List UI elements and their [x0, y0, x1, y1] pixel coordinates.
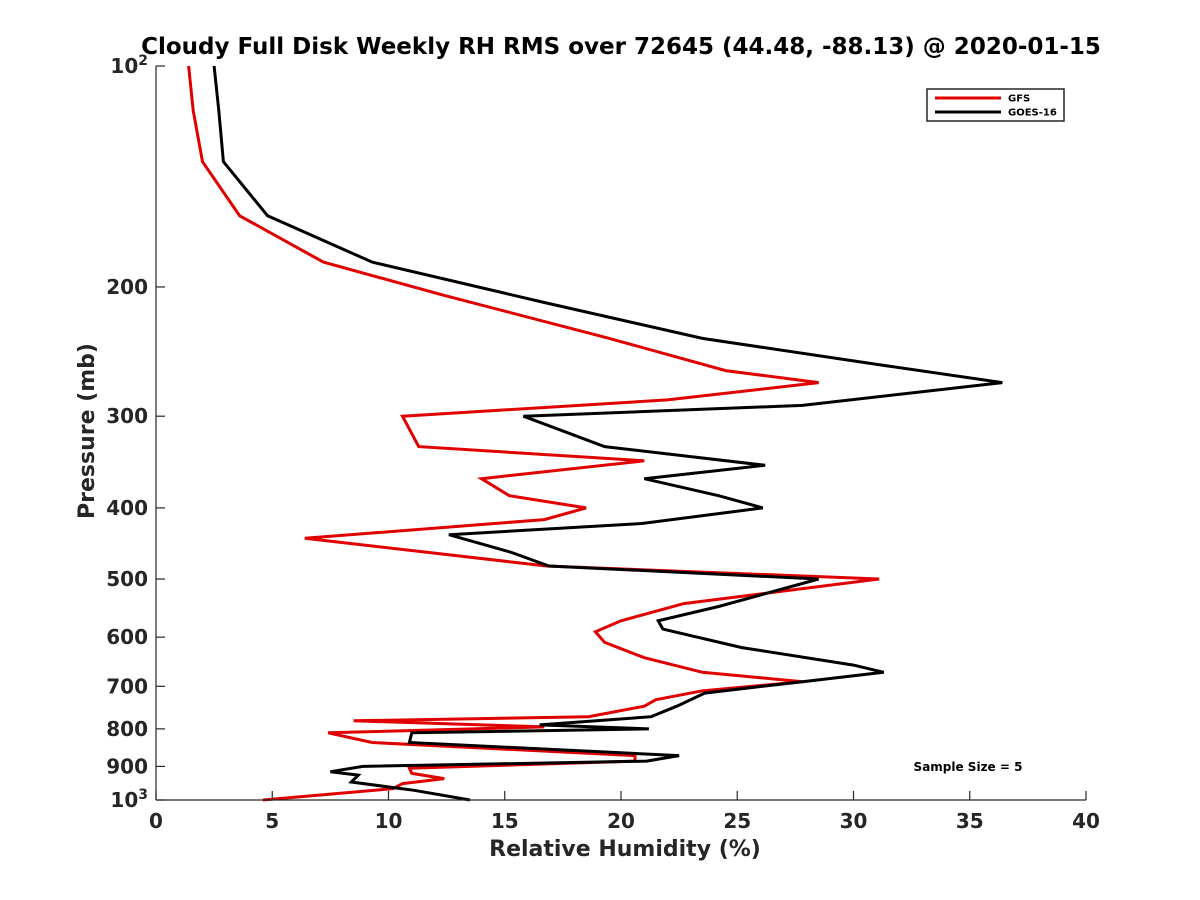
y-tick-label: 400	[106, 496, 148, 520]
sample-size-annotation: Sample Size = 5	[914, 760, 1023, 774]
x-tick-label: 40	[1072, 809, 1100, 833]
series-line-goes-16	[212, 65, 1003, 802]
y-tick-label: 300	[106, 404, 148, 428]
legend-box	[926, 88, 1065, 122]
legend-label-goes-16: GOES-16	[1008, 108, 1057, 119]
y-tick-label: 600	[106, 625, 148, 649]
x-tick-label: 10	[375, 809, 403, 833]
series-line-gfs	[187, 65, 880, 802]
x-tick-label: 5	[265, 809, 279, 833]
x-tick-label: 30	[840, 809, 868, 833]
y-tick-label: 200	[106, 275, 148, 299]
x-tick-label: 15	[491, 809, 519, 833]
y-tick-label: 700	[106, 674, 148, 698]
x-tick-label: 20	[607, 809, 635, 833]
x-axis-title: Relative Humidity (%)	[489, 837, 761, 862]
y-axis-title: Pressure (mb)	[75, 343, 100, 519]
y-tick-label: 800	[106, 717, 148, 741]
chart-title: Cloudy Full Disk Weekly RH RMS over 7264…	[141, 34, 1101, 60]
legend-label-gfs: GFS	[1008, 94, 1030, 105]
y-tick-label: 102	[110, 53, 148, 78]
x-tick-label: 0	[149, 809, 163, 833]
x-tick-label: 25	[723, 809, 751, 833]
y-tick-label: 103	[110, 787, 148, 812]
y-tick-label: 900	[106, 754, 148, 778]
x-tick-label: 35	[956, 809, 984, 833]
y-tick-label: 500	[106, 567, 148, 591]
